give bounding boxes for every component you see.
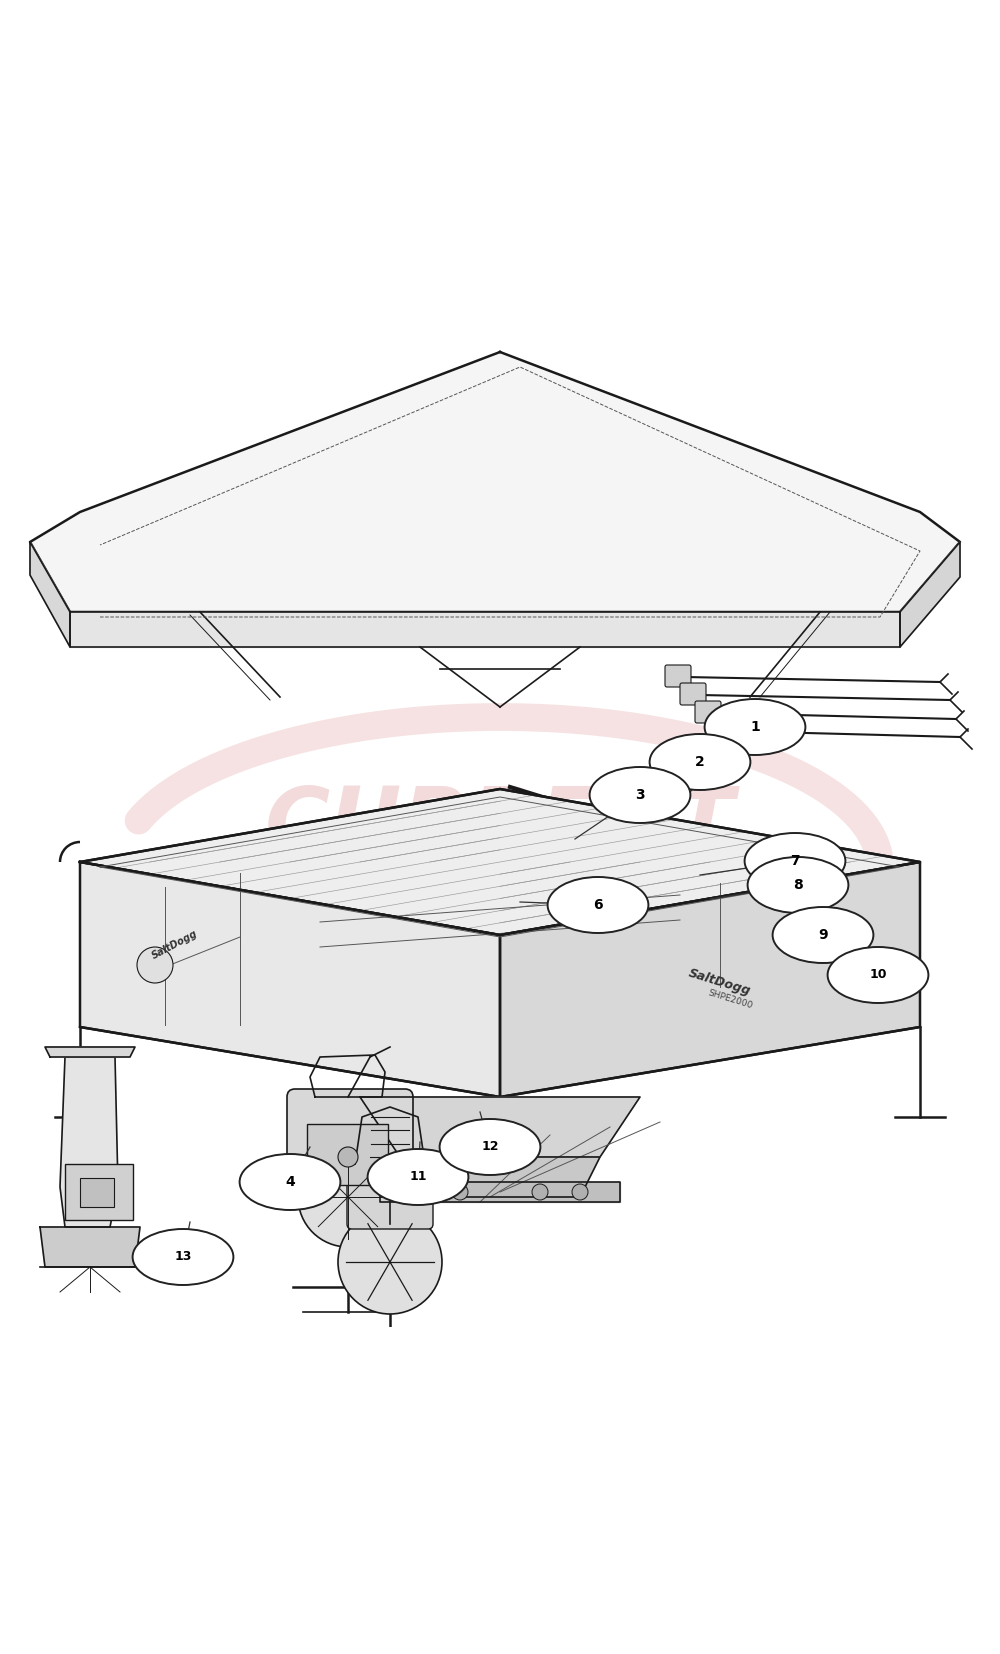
Text: 10: 10 bbox=[869, 969, 887, 981]
Circle shape bbox=[532, 1184, 548, 1201]
Text: SHPE2000: SHPE2000 bbox=[707, 987, 753, 1011]
Text: SaltDogg: SaltDogg bbox=[687, 966, 753, 997]
Circle shape bbox=[338, 1211, 442, 1313]
Polygon shape bbox=[400, 1158, 600, 1197]
Circle shape bbox=[572, 1184, 588, 1201]
FancyBboxPatch shape bbox=[485, 832, 535, 868]
Text: 9: 9 bbox=[818, 928, 828, 943]
Polygon shape bbox=[70, 612, 900, 647]
Text: 11: 11 bbox=[409, 1171, 427, 1184]
Polygon shape bbox=[80, 789, 920, 935]
Polygon shape bbox=[900, 543, 960, 647]
Polygon shape bbox=[80, 862, 500, 1097]
Text: 3: 3 bbox=[635, 787, 645, 802]
Circle shape bbox=[298, 1146, 398, 1247]
Polygon shape bbox=[30, 352, 960, 612]
FancyBboxPatch shape bbox=[607, 814, 651, 845]
Polygon shape bbox=[380, 1183, 620, 1202]
Ellipse shape bbox=[650, 734, 750, 791]
FancyBboxPatch shape bbox=[665, 665, 691, 686]
Polygon shape bbox=[500, 862, 920, 1097]
Polygon shape bbox=[360, 1097, 640, 1158]
Text: 1: 1 bbox=[750, 719, 760, 734]
Text: 8: 8 bbox=[793, 878, 803, 892]
Text: 13: 13 bbox=[174, 1250, 192, 1264]
Ellipse shape bbox=[773, 906, 873, 963]
Ellipse shape bbox=[828, 948, 928, 1002]
Ellipse shape bbox=[705, 700, 805, 754]
Text: CURRENT: CURRENT bbox=[265, 784, 735, 870]
Text: 2: 2 bbox=[695, 754, 705, 769]
FancyBboxPatch shape bbox=[347, 1159, 433, 1229]
Text: PARTS: PARTS bbox=[343, 863, 657, 951]
FancyBboxPatch shape bbox=[695, 701, 721, 723]
FancyBboxPatch shape bbox=[710, 719, 736, 741]
Ellipse shape bbox=[133, 1229, 233, 1285]
Polygon shape bbox=[40, 1227, 140, 1267]
Ellipse shape bbox=[440, 1120, 540, 1174]
Circle shape bbox=[137, 948, 173, 982]
Ellipse shape bbox=[240, 1154, 340, 1211]
Circle shape bbox=[256, 850, 280, 873]
FancyBboxPatch shape bbox=[80, 1178, 114, 1207]
FancyBboxPatch shape bbox=[287, 1088, 413, 1174]
Ellipse shape bbox=[590, 767, 690, 824]
Circle shape bbox=[338, 1146, 358, 1168]
Text: 4: 4 bbox=[285, 1174, 295, 1189]
Text: SaltDogg: SaltDogg bbox=[150, 930, 200, 961]
Circle shape bbox=[412, 1184, 428, 1201]
FancyBboxPatch shape bbox=[680, 683, 706, 705]
Polygon shape bbox=[60, 1057, 118, 1227]
Ellipse shape bbox=[745, 834, 845, 888]
Ellipse shape bbox=[368, 1150, 468, 1206]
Circle shape bbox=[452, 1184, 468, 1201]
Polygon shape bbox=[45, 1047, 135, 1057]
FancyBboxPatch shape bbox=[65, 1164, 133, 1221]
Ellipse shape bbox=[748, 857, 848, 913]
Text: 7: 7 bbox=[790, 853, 800, 868]
Text: 6: 6 bbox=[593, 898, 603, 911]
Ellipse shape bbox=[548, 877, 648, 933]
Polygon shape bbox=[30, 543, 70, 647]
FancyBboxPatch shape bbox=[307, 1125, 388, 1184]
Text: 12: 12 bbox=[481, 1141, 499, 1153]
